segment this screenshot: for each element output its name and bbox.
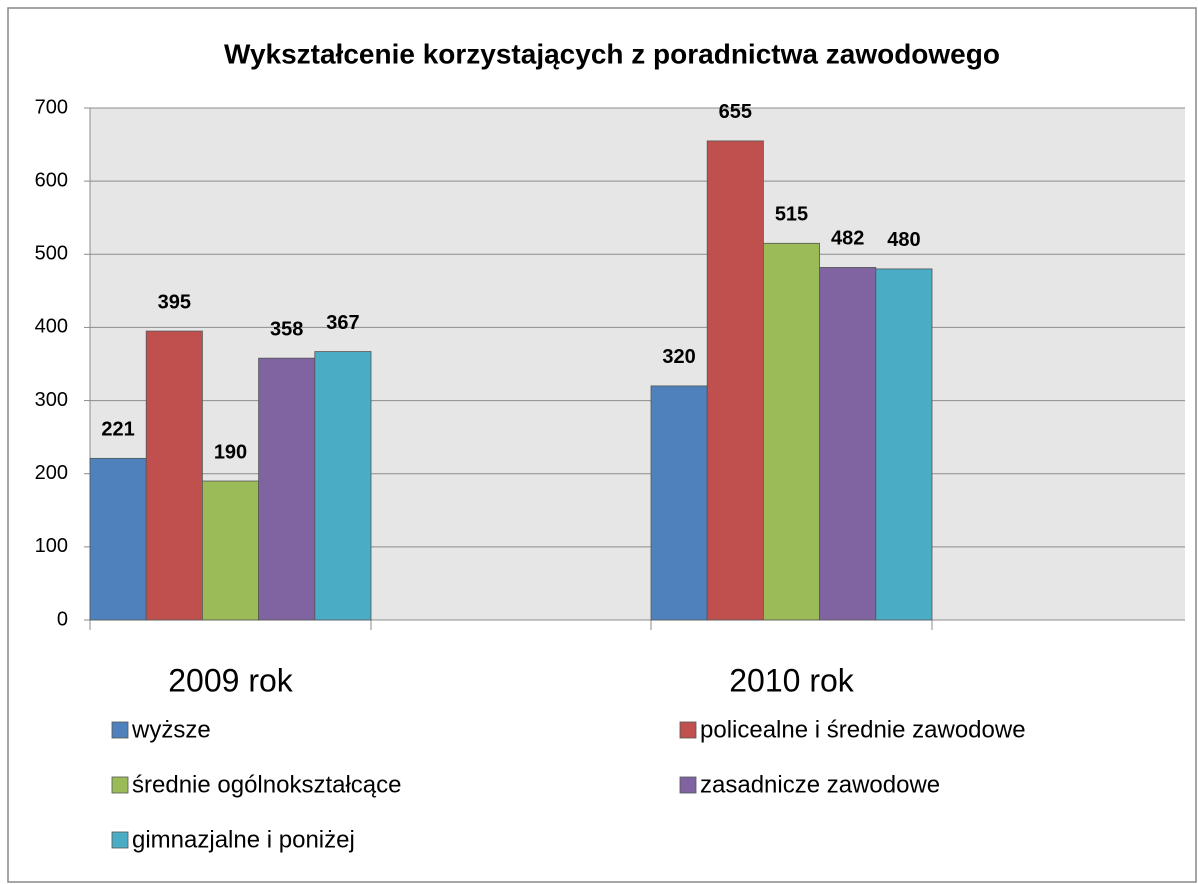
legend-swatch xyxy=(679,776,697,794)
x-tick-label: 2010 rok xyxy=(729,662,855,698)
bar xyxy=(145,330,203,621)
legend-swatch xyxy=(111,721,129,739)
data-label: 395 xyxy=(158,291,191,313)
data-label: 221 xyxy=(101,419,134,441)
legend-swatch xyxy=(111,776,129,794)
y-tick-label: 600 xyxy=(35,169,68,191)
chart-title: Wykształcenie korzystających z poradnict… xyxy=(224,38,1000,69)
x-tick-label: 2009 rok xyxy=(168,662,294,698)
legend-swatch xyxy=(111,831,129,849)
bar xyxy=(763,242,821,621)
legend-label: zasadnicze zawodowe xyxy=(700,771,940,798)
data-label: 320 xyxy=(662,346,695,368)
data-label: 190 xyxy=(214,441,247,463)
y-tick-label: 200 xyxy=(35,462,68,484)
legend-label: gimnazjalne i poniżej xyxy=(132,826,355,853)
bar xyxy=(650,385,708,621)
y-tick-label: 100 xyxy=(35,535,68,557)
y-tick-label: 400 xyxy=(35,316,68,338)
bar xyxy=(201,480,259,621)
data-label: 480 xyxy=(887,229,920,251)
legend-swatch xyxy=(679,721,697,739)
legend-label: policealne i średnie zawodowe xyxy=(700,716,1026,743)
bar xyxy=(314,351,372,621)
bar xyxy=(875,268,933,621)
data-label: 655 xyxy=(719,101,752,123)
data-label: 358 xyxy=(270,318,303,340)
legend-label: średnie ogólnokształcące xyxy=(132,771,402,798)
y-tick-label: 300 xyxy=(35,389,68,411)
y-tick-label: 0 xyxy=(57,608,68,630)
data-label: 515 xyxy=(775,204,808,226)
bar xyxy=(706,140,764,621)
legend-label: wyższe xyxy=(131,716,211,743)
y-tick-label: 500 xyxy=(35,243,68,265)
data-label: 482 xyxy=(831,228,864,250)
y-tick-label: 700 xyxy=(35,96,68,118)
bar xyxy=(89,457,147,621)
bar xyxy=(258,357,316,621)
bar xyxy=(819,267,877,621)
data-label: 367 xyxy=(326,312,359,334)
